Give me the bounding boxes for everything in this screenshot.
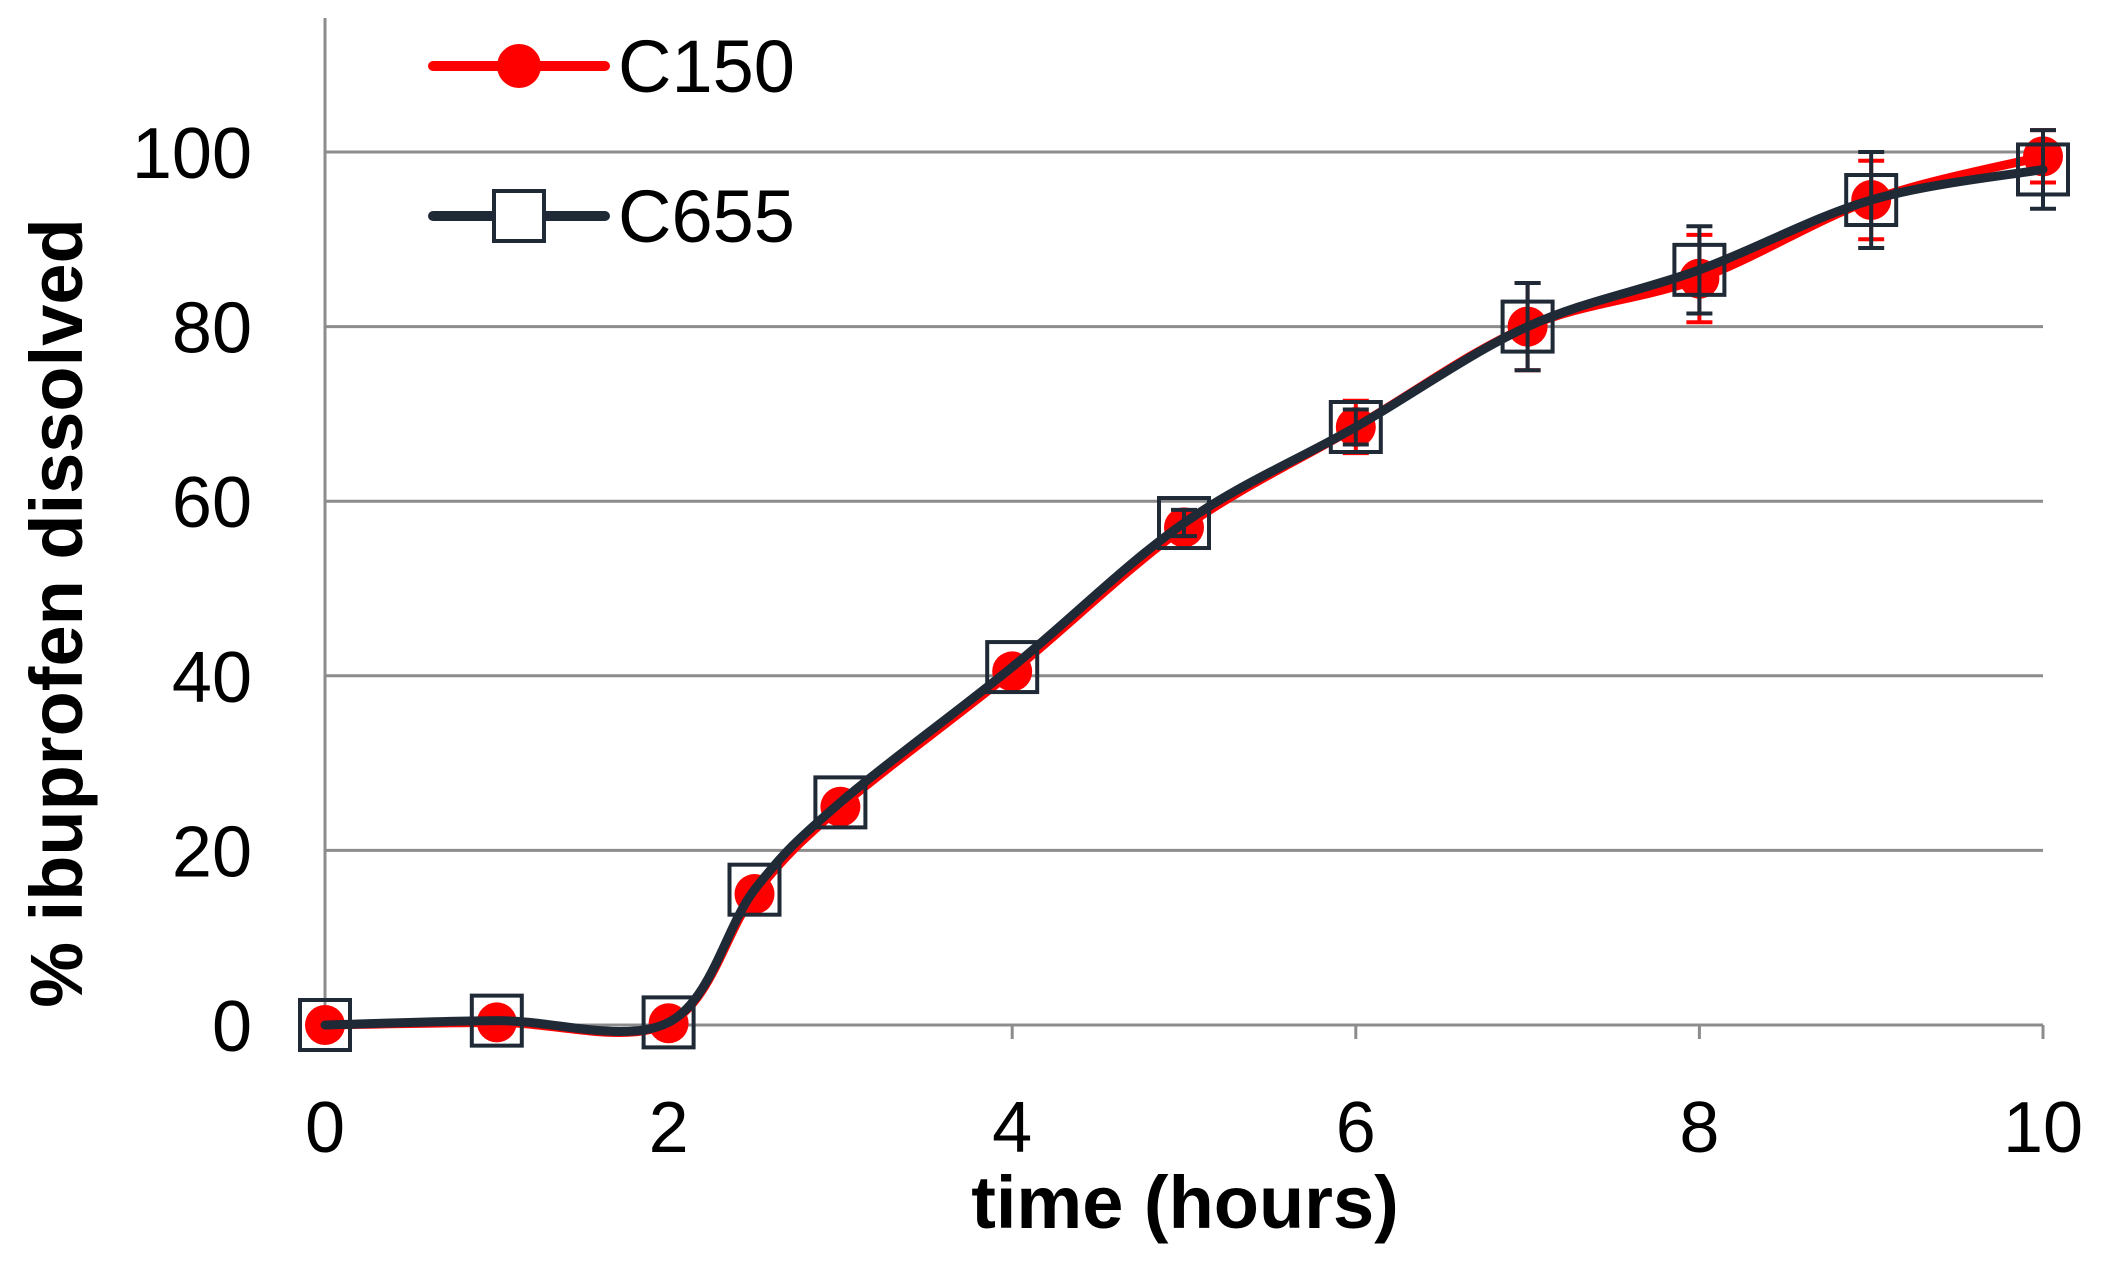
x-tick-label-3: 6 [1336, 1088, 1376, 1168]
y-tick-label-3: 60 [172, 463, 252, 543]
legend-entry-c655: C655 [428, 175, 795, 258]
x-tick-label-0: 0 [305, 1088, 345, 1168]
data-point-c655-11 [2016, 142, 2070, 197]
gridlines [325, 150, 2043, 852]
data-point-c655-3 [727, 862, 782, 917]
series-group [298, 128, 2070, 1052]
data-point-c655-9 [1672, 242, 1727, 297]
data-point-c655-2 [641, 995, 696, 1050]
data-point-c655-5 [985, 640, 1040, 695]
data-point-c655-4 [813, 775, 868, 830]
y-axis-title: % ibuprofen dissolved [15, 218, 98, 1007]
x-axis-title: time (hours) [971, 1161, 1399, 1244]
data-point-c655-10 [1844, 173, 1899, 228]
x-tick-label-5: 10 [2003, 1088, 2083, 1168]
data-point-c655-8 [1500, 299, 1555, 354]
data-point-c655-6 [1157, 496, 1211, 551]
series-c655 [298, 128, 2070, 1052]
y-tick-label-4: 80 [172, 289, 252, 369]
series-line-c150 [320, 151, 2048, 1037]
x-tick-label-4: 8 [1679, 1088, 1719, 1168]
y-tick-label-1: 20 [172, 812, 252, 892]
legend: C150 C655 [428, 25, 795, 258]
series-line-c655 [320, 164, 2048, 1037]
x-tick-label-1: 2 [649, 1088, 689, 1168]
y-tick-label-0: 0 [212, 987, 252, 1067]
legend-label-c655: C655 [618, 175, 795, 258]
y-tick-label-2: 40 [172, 638, 252, 718]
series-c150 [305, 128, 2063, 1045]
legend-label-c150: C150 [618, 25, 795, 108]
data-point-c655-7 [1328, 399, 1383, 454]
legend-marker-c655 [492, 189, 546, 243]
data-point-c655-0 [298, 998, 352, 1052]
y-tick-label-5: 100 [132, 114, 252, 194]
x-tick-label-2: 4 [992, 1088, 1032, 1168]
axes [323, 18, 2045, 1039]
tick-labels: 0 20 40 60 80 100 0 2 4 6 8 10 [132, 114, 2083, 1168]
data-point-c655-1 [469, 993, 524, 1048]
legend-entry-c150: C150 [428, 25, 795, 108]
legend-marker-c150 [497, 44, 541, 88]
